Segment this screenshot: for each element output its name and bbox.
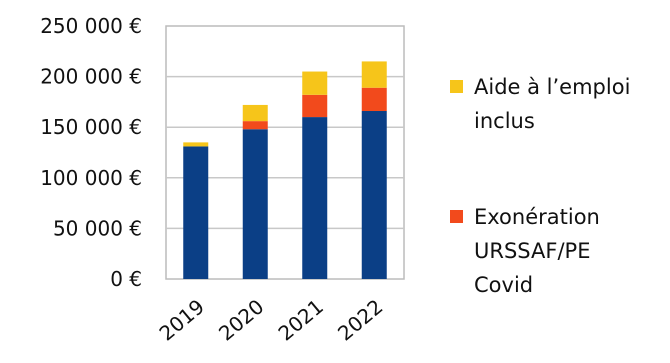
y-tick-label: 0 €	[110, 267, 142, 291]
bar-segment	[361, 87, 387, 112]
x-axis-tick-labels: 2019 2020 2021 2022	[155, 294, 388, 345]
bar-segment	[302, 117, 328, 279]
legend-label: Aide à l’emploi	[474, 75, 630, 99]
y-tick-label: 50 000 €	[53, 216, 142, 240]
x-tick-label: 2020	[214, 294, 268, 345]
legend-label: URSSAF/PE	[474, 239, 590, 263]
bar-segment	[242, 104, 268, 122]
legend: Aide à l’emploi inclus Exonération URSSAF/P…	[450, 75, 630, 297]
legend-swatch	[450, 210, 463, 223]
x-tick-label: 2019	[155, 294, 209, 345]
legend-swatch	[450, 80, 463, 93]
legend-label: Covid	[474, 273, 533, 297]
bar-segment	[183, 142, 209, 147]
bar-segment	[242, 121, 268, 130]
bar-segment	[361, 111, 387, 280]
legend-label: Exonération	[474, 205, 600, 229]
x-tick-label: 2022	[333, 294, 387, 345]
bar-segment	[183, 146, 209, 279]
bar-segment	[361, 61, 387, 88]
y-tick-label: 150 000 €	[40, 115, 142, 139]
x-tick-label: 2021	[274, 294, 328, 345]
y-tick-label: 200 000 €	[40, 65, 142, 89]
bar-segment	[302, 71, 328, 95]
y-tick-label: 100 000 €	[40, 166, 142, 190]
y-tick-label: 250 000 €	[40, 14, 142, 38]
bars	[183, 61, 387, 280]
legend-label: inclus	[474, 109, 535, 133]
bar-segment	[242, 129, 268, 279]
y-axis-tick-labels: 0 € 50 000 € 100 000 € 150 000 € 200 000 € 25…	[40, 14, 142, 291]
bar-segment	[302, 94, 328, 118]
